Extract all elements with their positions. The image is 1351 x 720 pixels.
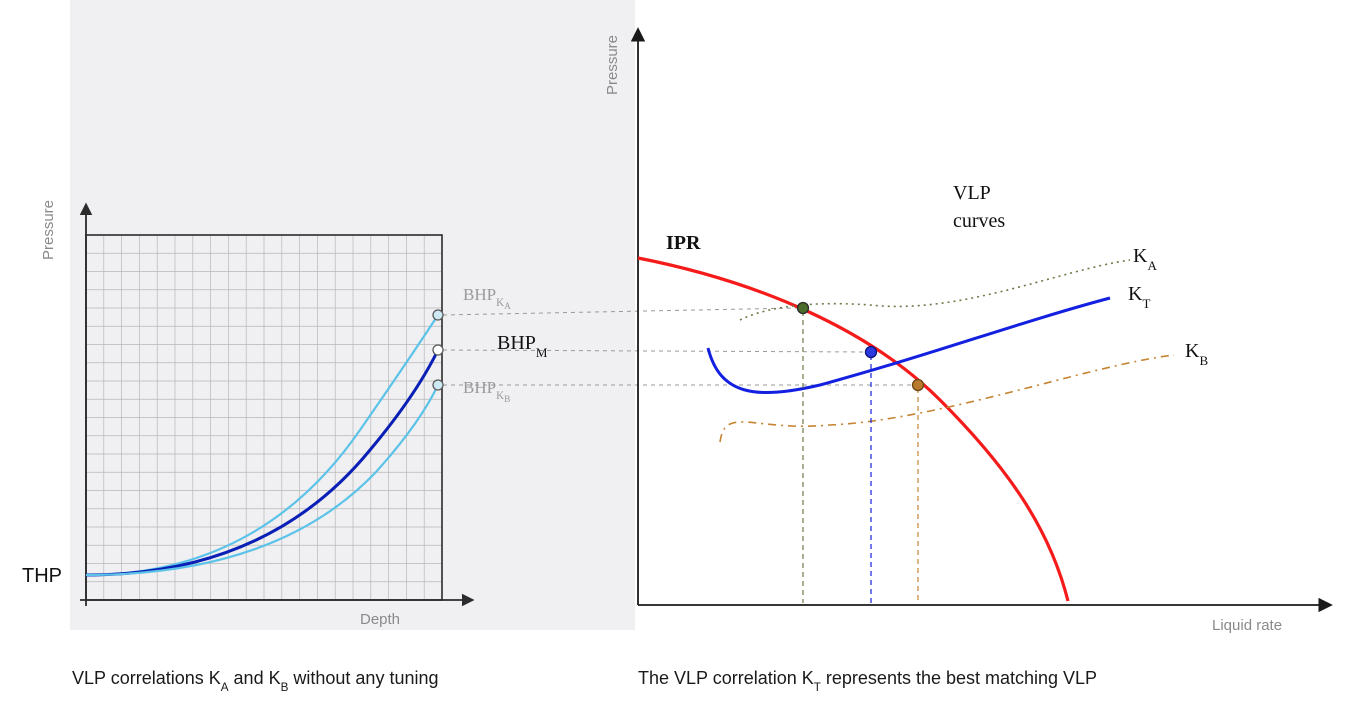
right-x-axis-label: Liquid rate <box>1212 617 1282 634</box>
vlp-title-2: curves <box>953 210 1005 232</box>
left-endpoint-mid <box>433 345 443 355</box>
dot-kt <box>866 347 877 358</box>
left-endpoint-upper <box>433 310 443 320</box>
left-caption: VLP correlations KA and KB without any t… <box>72 668 439 694</box>
vlp-title-1: VLP <box>953 182 991 204</box>
kb-curve <box>720 355 1174 442</box>
left-y-axis-label: Pressure <box>40 200 57 260</box>
kt-curve <box>708 298 1110 393</box>
right-y-axis-label: Pressure <box>604 35 621 95</box>
thp-label: THP <box>22 565 62 587</box>
left-x-axis-label: Depth <box>360 611 400 628</box>
label-kb: KB <box>1185 340 1208 368</box>
ipr-label: IPR <box>666 232 701 254</box>
dot-ka <box>798 303 809 314</box>
label-ka: KA <box>1133 245 1157 273</box>
right-caption: The VLP correlation KT represents the be… <box>638 668 1097 694</box>
dot-kb <box>913 380 924 391</box>
label-kt: KT <box>1128 283 1150 311</box>
left-endpoint-lower <box>433 380 443 390</box>
left-panel-bg <box>70 0 635 630</box>
